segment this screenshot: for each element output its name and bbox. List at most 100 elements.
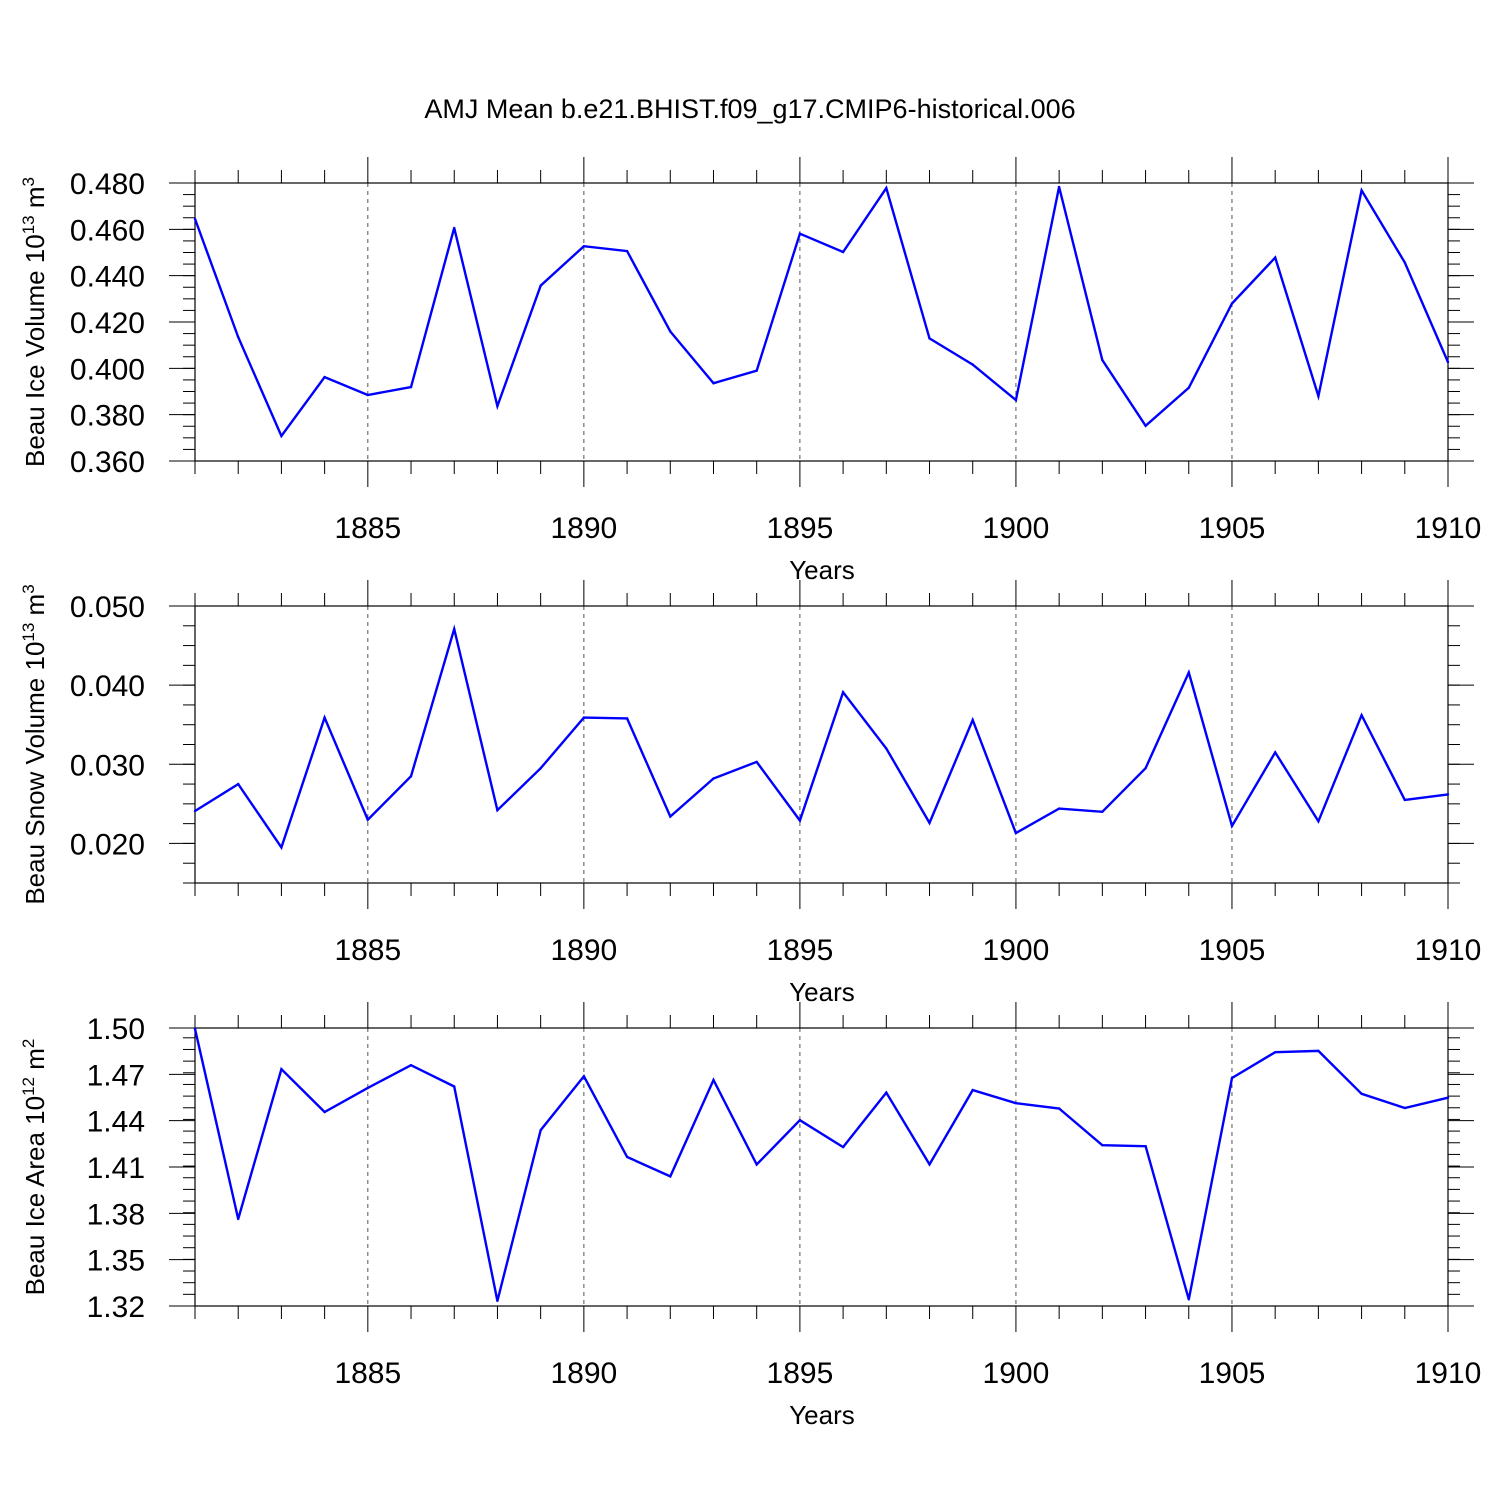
data-point-1899: [971, 718, 974, 722]
data-point-1893: [712, 382, 715, 385]
y-tick-label: 0.380: [70, 400, 145, 433]
data-point-1909: [1403, 261, 1407, 264]
data-point-1891: [625, 1155, 629, 1159]
x-tick-label-1895: 1895: [767, 1357, 834, 1390]
x-tick-label-1890: 1890: [550, 934, 617, 967]
data-point-1905: [1230, 824, 1234, 828]
data-point-1892: [669, 330, 672, 333]
data-point-1895: [798, 1119, 802, 1122]
data-point-1902: [1101, 810, 1104, 813]
data-point-1907: [1317, 820, 1320, 823]
data-point-1895: [798, 819, 802, 822]
data-point-1898: [928, 337, 931, 340]
y-axis-label: Beau Ice Area 1012 m2: [19, 1039, 50, 1296]
x-tick-label-1885: 1885: [334, 1357, 401, 1390]
y-axis-label: Beau Snow Volume 1013 m3: [19, 584, 50, 904]
data-point-1881: [193, 217, 197, 221]
data-point-1890: [582, 1075, 586, 1078]
y-tick-label: 1.50: [87, 1013, 145, 1046]
data-point-1893: [712, 1078, 715, 1082]
data-point-1908: [1360, 189, 1363, 192]
series-line: [194, 624, 1449, 851]
x-tick-label-1885: 1885: [334, 512, 401, 545]
data-point-1889: [539, 284, 542, 287]
data-point-1897: [885, 1091, 888, 1094]
y-tick-label: 0.420: [70, 307, 145, 340]
y-tick-label: 0.360: [70, 446, 145, 479]
x-tick-label-1895: 1895: [767, 512, 834, 545]
x-tick-label-1900: 1900: [983, 512, 1050, 545]
data-point-1895: [798, 232, 802, 235]
y-tick-label: 1.47: [87, 1059, 145, 1092]
data-point-1887: [453, 226, 456, 230]
y-tick-label: 1.32: [87, 1291, 145, 1324]
data-point-1888: [496, 404, 499, 408]
data-point-1887: [453, 627, 456, 631]
data-point-1883: [280, 1068, 283, 1071]
data-point-1901: [1057, 185, 1061, 189]
plot-frame: [194, 1027, 1449, 1307]
plot-frame: [194, 182, 1449, 462]
data-point-1903: [1144, 424, 1147, 427]
data-point-1892: [669, 815, 672, 818]
x-axis-label: Years: [789, 555, 855, 585]
data-point-1897: [885, 747, 888, 750]
y-tick-label: 0.460: [70, 214, 145, 247]
data-point-1898: [928, 1163, 931, 1166]
data-point-1884: [323, 375, 326, 379]
x-tick-label-1885: 1885: [334, 934, 401, 967]
y-tick-label: 1.35: [87, 1245, 145, 1278]
data-point-1885: [366, 1086, 369, 1090]
data-point-1890: [582, 716, 586, 719]
data-point-1906: [1274, 1051, 1277, 1054]
data-point-1886: [409, 775, 413, 778]
x-tick-label-1890: 1890: [550, 512, 617, 545]
x-tick-label-1905: 1905: [1199, 512, 1266, 545]
x-tick-label-1910: 1910: [1415, 1357, 1482, 1390]
data-point-1894: [755, 369, 758, 372]
plot-frame: [194, 605, 1449, 884]
data-point-1906: [1274, 751, 1277, 754]
data-point-1909: [1403, 798, 1407, 802]
x-tick-label-1890: 1890: [550, 1357, 617, 1390]
data-point-1910: [1446, 793, 1450, 796]
series-line: [193, 1028, 1449, 1302]
data-point-1902: [1101, 1144, 1104, 1147]
data-point-1896: [841, 1145, 845, 1149]
data-point-1898: [928, 821, 931, 825]
y-tick-label: 1.38: [87, 1198, 145, 1231]
data-point-1902: [1101, 358, 1104, 362]
x-axis-label: Years: [789, 1400, 855, 1430]
data-point-1881: [193, 1027, 197, 1031]
data-point-1884: [323, 1110, 326, 1114]
data-point-1903: [1144, 1145, 1147, 1148]
data-point-1907: [1317, 394, 1320, 398]
data-point-1897: [885, 186, 888, 190]
data-point-1899: [971, 1088, 974, 1092]
data-point-1893: [712, 777, 715, 780]
series-line: [193, 185, 1450, 439]
y-tick-label: 0.020: [70, 828, 145, 861]
chart-panel-1: 0.360 0.380 0.400 0.420 0.440 0.460 0.480 1885 1…: [19, 157, 1481, 585]
data-point-1896: [841, 691, 845, 694]
data-point-1882: [237, 335, 240, 339]
data-point-1909: [1403, 1106, 1407, 1110]
data-point-1910: [1446, 360, 1450, 364]
data-point-1884: [323, 716, 326, 719]
data-point-1908: [1360, 714, 1363, 717]
y-tick-label: 1.41: [87, 1152, 145, 1185]
chart-panel-2: 0.020 0.030 0.040 0.050 1885 1890 1895 1900 1905…: [19, 580, 1481, 1007]
data-point-1904: [1187, 1298, 1191, 1301]
data-point-1891: [625, 249, 629, 253]
y-tick-label: 0.480: [70, 168, 145, 201]
x-tick-label-1910: 1910: [1415, 512, 1482, 545]
data-point-1900: [1014, 398, 1018, 402]
data-point-1894: [755, 1163, 758, 1166]
y-axis-label: Beau Ice Volume 1013 m3: [19, 177, 50, 467]
data-point-1901: [1057, 807, 1061, 810]
data-point-1894: [755, 760, 758, 764]
data-point-1908: [1360, 1092, 1363, 1096]
y-tick-label: 0.440: [70, 261, 145, 294]
